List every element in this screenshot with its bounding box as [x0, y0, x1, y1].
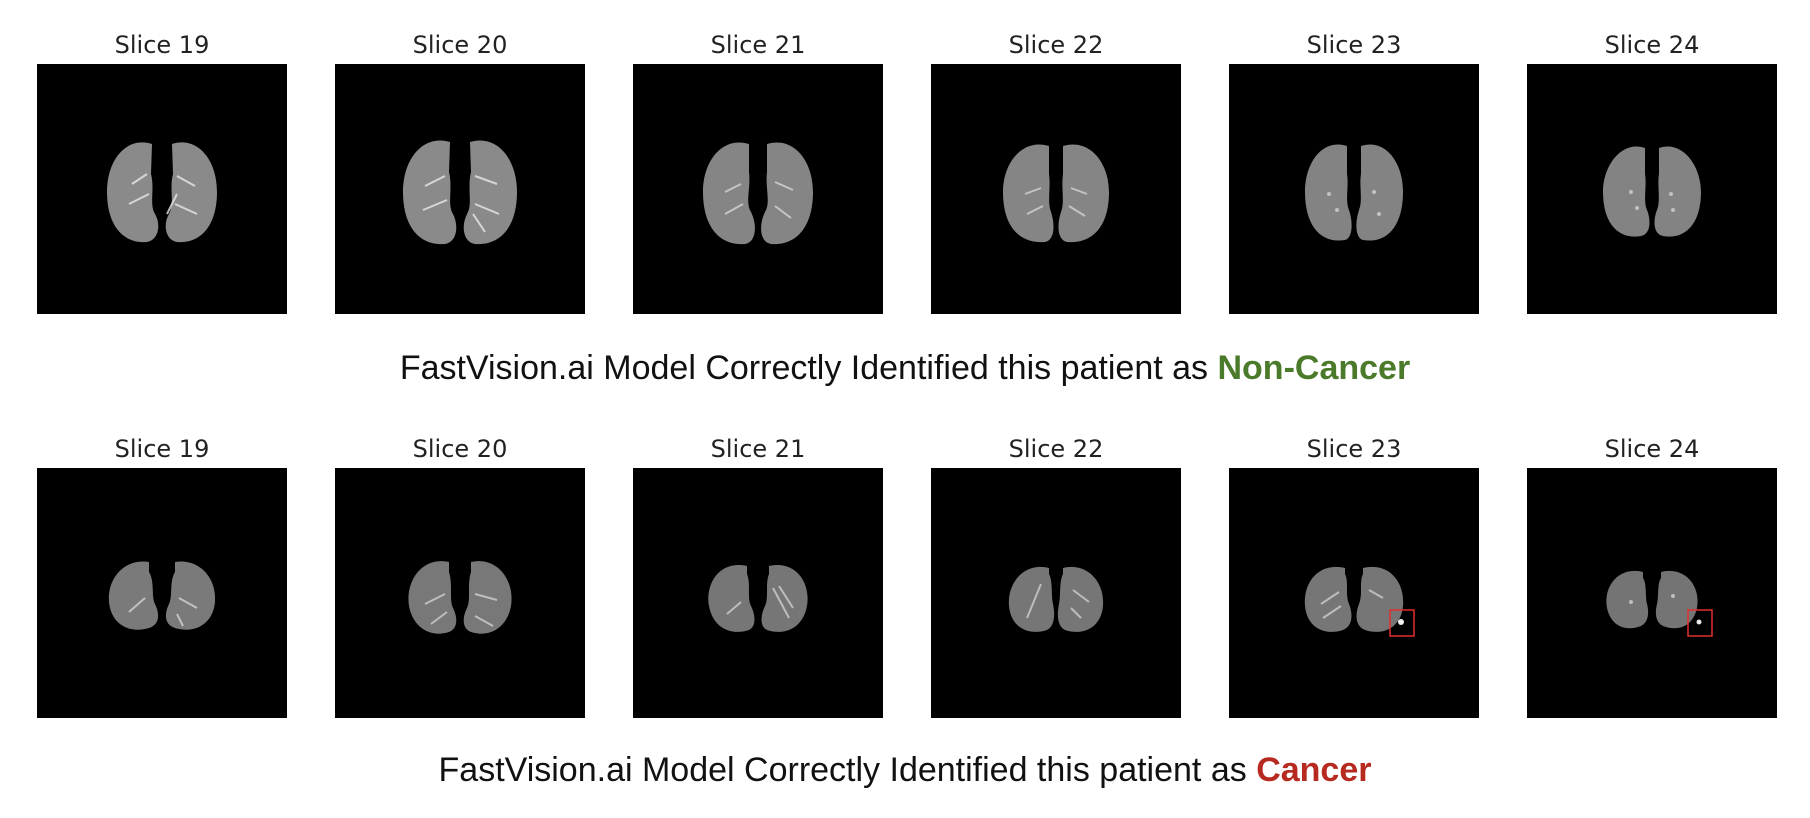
ct-slice-image	[335, 468, 585, 718]
caption-noncancer: FastVision.ai Model Correctly Identified…	[0, 348, 1810, 388]
slice-title: Slice 24	[1604, 435, 1700, 463]
ct-slice-image	[1527, 64, 1777, 314]
caption-prefix: FastVision.ai Model Correctly Identified…	[438, 751, 1247, 789]
ct-slice-image	[37, 64, 287, 314]
lung-icon	[107, 142, 217, 243]
slice-title: Slice 23	[1306, 31, 1402, 59]
caption-cancer: FastVision.ai Model Correctly Identified…	[0, 750, 1810, 790]
ct-slice-image	[1527, 468, 1777, 718]
ct-slice-image	[335, 64, 585, 314]
nodule-highlight-box	[1687, 609, 1713, 637]
slice-title: Slice 20	[412, 31, 508, 59]
ct-slice-image	[931, 468, 1181, 718]
ct-slice-image	[633, 64, 883, 314]
slice-title: Slice 22	[1008, 435, 1104, 463]
slice-title: Slice 21	[710, 31, 806, 59]
ct-slice-image	[37, 468, 287, 718]
nodule-highlight-box	[1389, 609, 1415, 637]
verdict-label: Non-Cancer	[1217, 349, 1411, 387]
ct-slice-image	[633, 468, 883, 718]
slice-title: Slice 21	[710, 435, 806, 463]
caption-prefix: FastVision.ai Model Correctly Identified…	[399, 349, 1209, 387]
ct-slice-image	[1229, 468, 1479, 718]
slice-title: Slice 24	[1604, 31, 1700, 59]
slice-title: Slice 19	[114, 435, 210, 463]
ct-slice-image	[1229, 64, 1479, 314]
slice-title: Slice 19	[114, 31, 210, 59]
verdict-label: Cancer	[1256, 751, 1372, 789]
slice-title: Slice 20	[412, 435, 508, 463]
slice-title: Slice 23	[1306, 435, 1402, 463]
slice-title: Slice 22	[1008, 31, 1104, 59]
ct-slice-image	[931, 64, 1181, 314]
